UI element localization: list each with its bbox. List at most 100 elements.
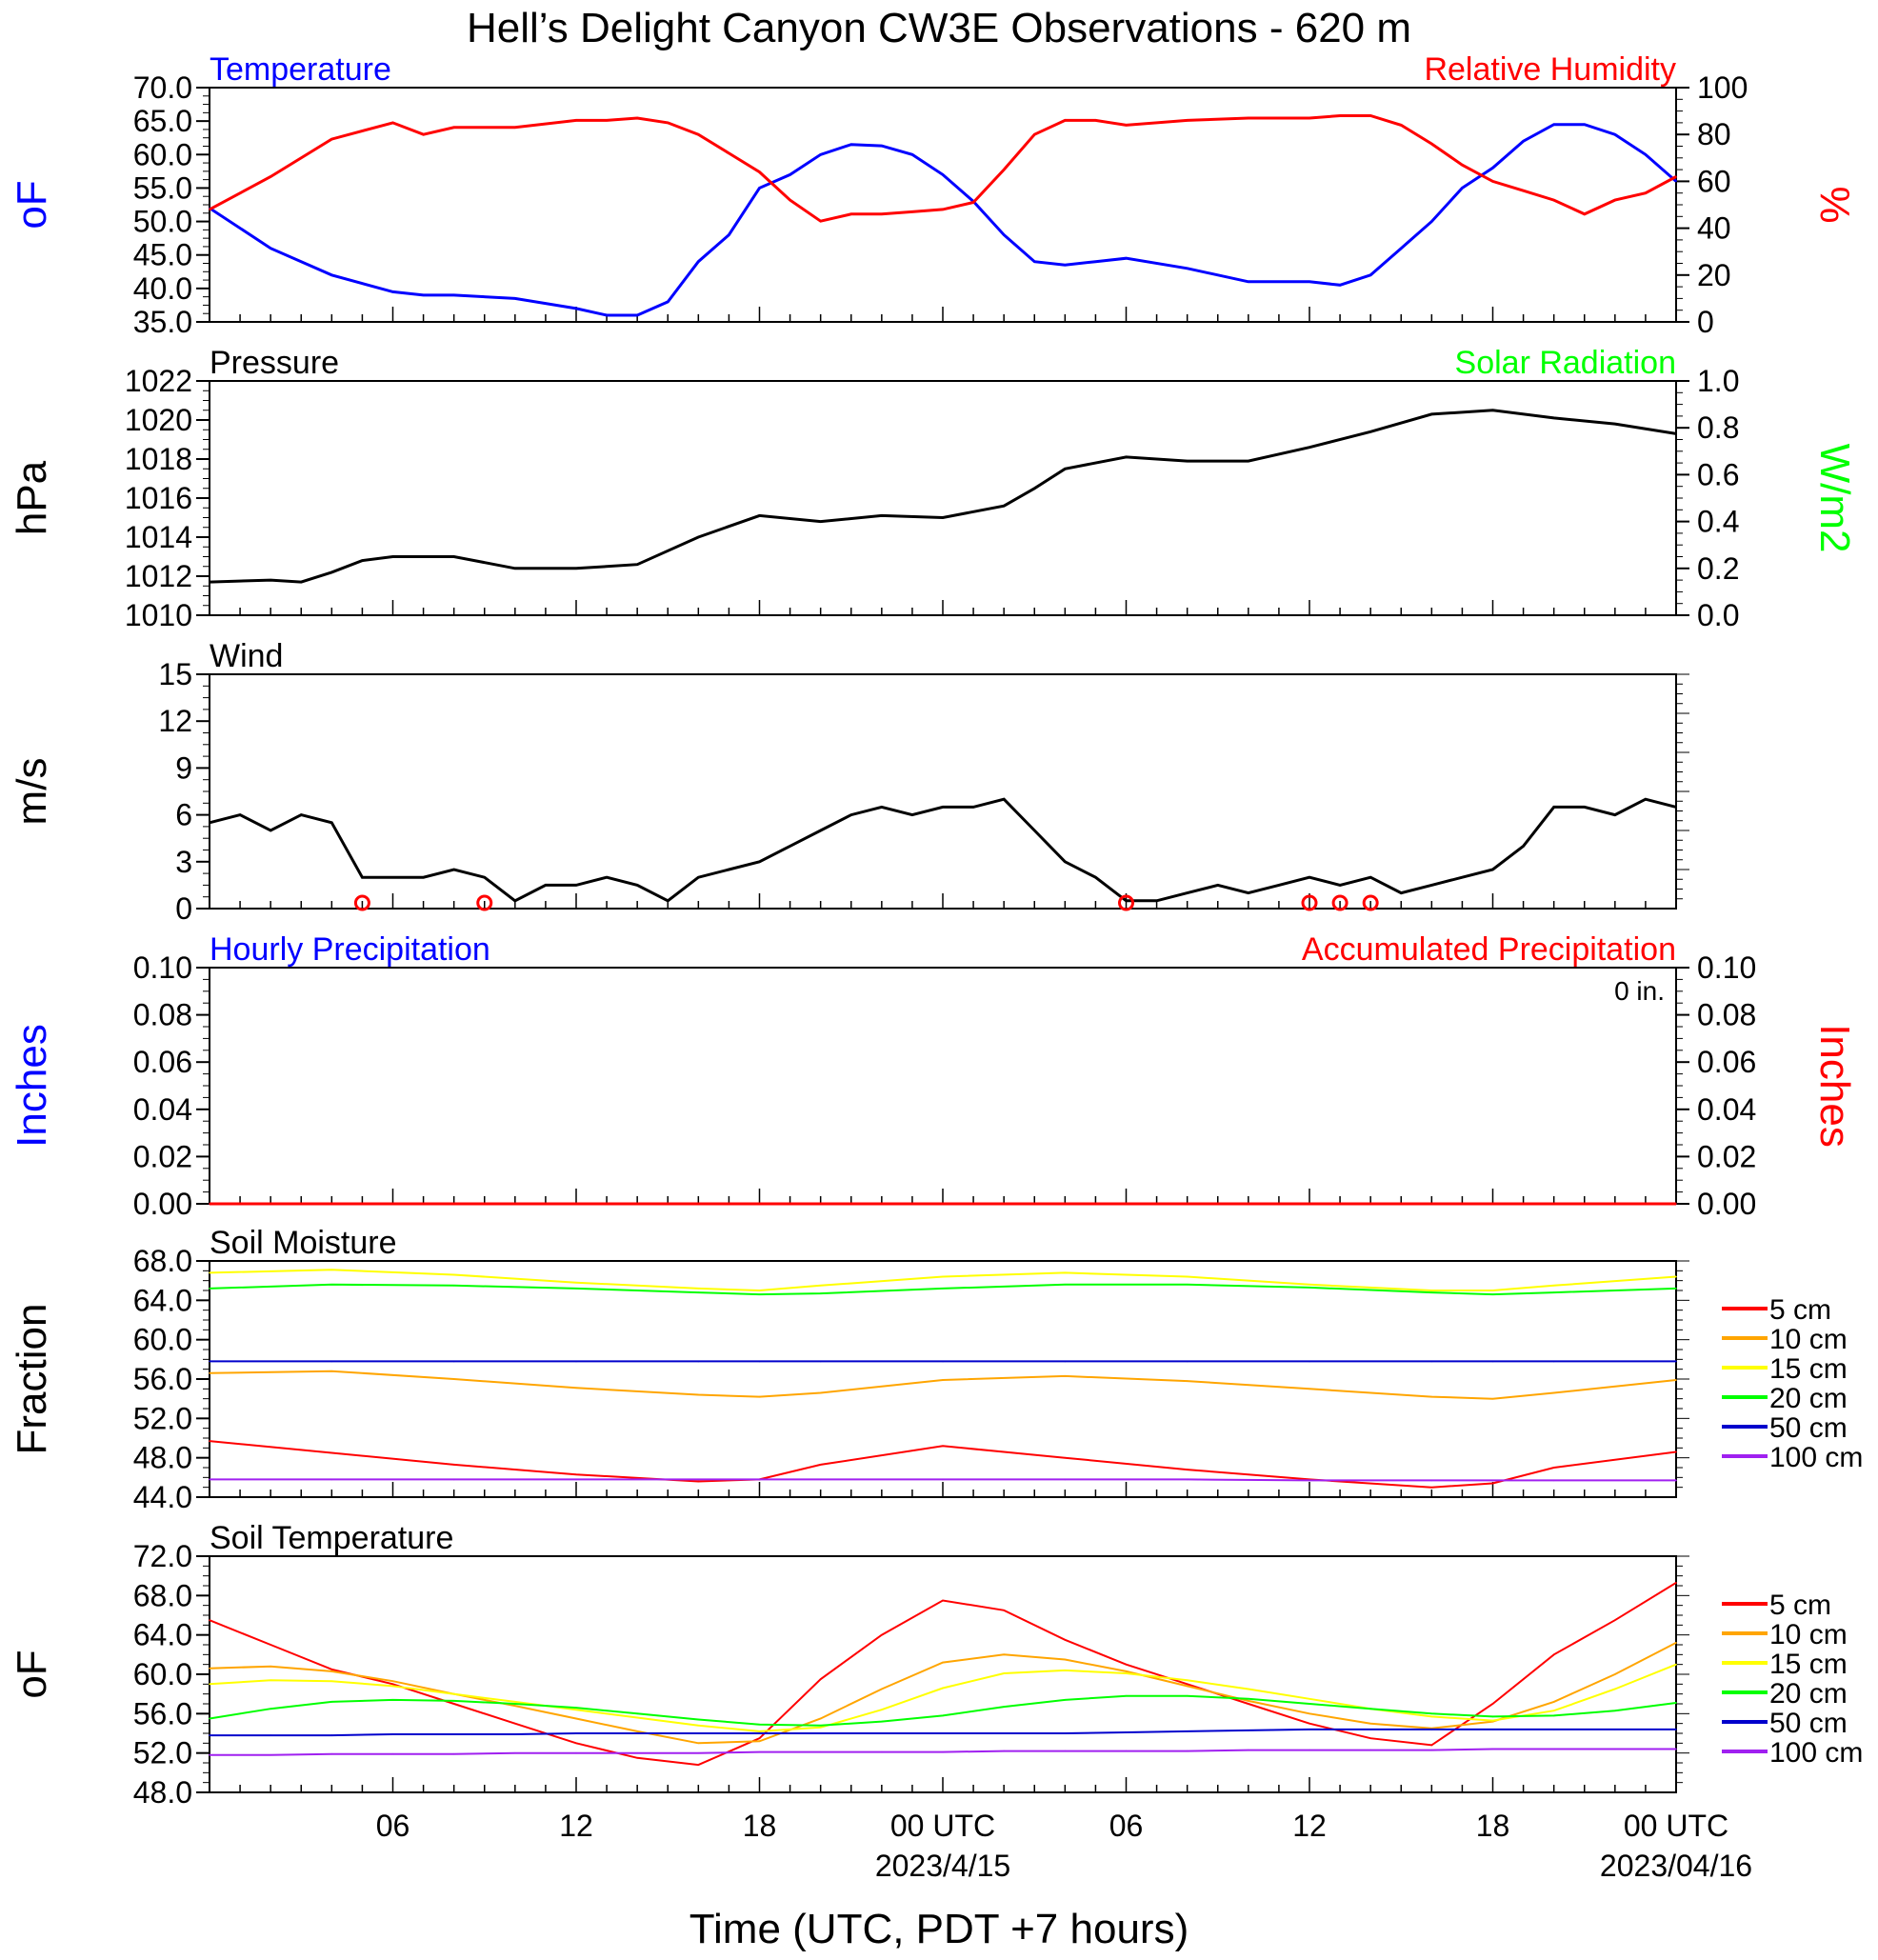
y-tick-label: 0.02 [133,1139,192,1173]
data-point [758,1730,761,1732]
data-point [1552,417,1555,419]
panel-label-left: Temperature [210,51,391,88]
y-right-tick-label: 0.04 [1697,1092,1756,1127]
chart-panel-6: 72.0 68.0 64.0 60.0 56.0 52.0 48.0 Soil Tempera… [9,1520,1863,1810]
y-tick-label: 12 [158,704,192,738]
data-point [209,1440,210,1442]
data-point [697,1360,700,1363]
series-line-relative-humidity [209,114,1677,223]
data-point [1491,1397,1494,1400]
data-point [1064,1658,1067,1661]
legend-entry: 5 cm [1769,1294,1831,1326]
y-tick-label: 1010 [125,598,192,632]
data-point [1675,1203,1677,1205]
data-point [1430,1744,1433,1747]
y-tick-label: 1018 [125,442,192,476]
data-point [1552,199,1555,201]
y-tick-label: 52.0 [133,1736,192,1770]
y-tick-label: 56.0 [133,1696,192,1730]
y-right-tick-label: 0 [1697,305,1714,339]
legend-entry: 5 cm [1769,1590,1831,1621]
data-point [1491,1293,1494,1295]
x-tick-label: 18 [743,1809,777,1843]
data-point [728,152,730,154]
data-point [1522,190,1525,192]
data-point [1430,1291,1433,1293]
data-point [575,1707,577,1709]
data-point [1430,1479,1433,1482]
data-point [1461,876,1464,878]
data-point [1064,119,1067,122]
x-tick-label: 12 [559,1809,593,1843]
y-tick-label: 44.0 [133,1480,192,1514]
y-right-tick-label: 20 [1697,258,1731,292]
data-point [1552,1291,1555,1293]
data-point [1094,876,1097,878]
data-point [422,133,425,135]
data-point [1491,869,1494,870]
data-point [575,1732,577,1734]
y-right-tick-label: 0.06 [1697,1045,1756,1079]
data-point [942,1599,944,1602]
series-line-15-cm [209,1663,1677,1732]
data-point [1675,175,1677,178]
data-point [942,1379,944,1381]
data-point [330,274,333,276]
data-point [789,845,791,848]
data-point [697,1718,700,1721]
data-point [1430,1712,1433,1715]
data-point [819,520,822,523]
calm-wind-marker [1331,894,1349,911]
data-point [758,187,761,190]
data-point [697,1288,700,1290]
y-tick-label: 9 [175,750,192,785]
calm-wind-marker [1301,894,1318,911]
data-point [575,884,577,887]
data-point [1309,1703,1310,1705]
legend-entry: 15 cm [1769,1649,1848,1680]
data-point [209,209,210,210]
data-point [728,869,730,870]
data-point [1003,1750,1005,1752]
data-point [636,1751,638,1754]
data-point [819,830,822,831]
data-point [606,119,608,122]
y-right-tick-label: 100 [1697,70,1748,105]
y-axis-title-right: W/m2 [1811,444,1858,553]
series-line-20-cm [209,1283,1677,1296]
data-point [1064,861,1067,863]
data-point [849,143,852,146]
data-point [209,1478,210,1481]
data-point [1309,1698,1310,1700]
data-point [1369,114,1371,117]
data-point [270,1708,271,1710]
data-point [758,1290,761,1291]
data-point [1125,1663,1128,1666]
data-point [1186,1694,1189,1697]
data-point [758,1750,761,1753]
data-point [942,806,944,809]
data-point [1064,1360,1067,1363]
data-point [942,1750,944,1753]
data-point [1064,1639,1067,1641]
y-tick-label: 70.0 [133,70,192,105]
data-point [330,1478,333,1481]
y-tick-label: 72.0 [133,1539,192,1573]
data-point [330,571,333,573]
data-point [330,1284,333,1286]
data-point [1064,1732,1067,1734]
y-tick-label: 64.0 [133,1618,192,1652]
data-point [575,1288,577,1290]
data-point [942,1275,944,1278]
data-point [819,1750,822,1753]
calm-wind-marker [1362,894,1379,911]
data-point [1491,1360,1494,1363]
y-right-tick-label: 80 [1697,117,1731,151]
y-axis-title-right: % [1811,186,1858,223]
data-point [209,1271,210,1274]
data-point [1248,460,1249,462]
data-point [422,876,425,878]
data-point [881,1709,883,1710]
data-point [1309,117,1310,119]
data-point [330,1701,333,1703]
